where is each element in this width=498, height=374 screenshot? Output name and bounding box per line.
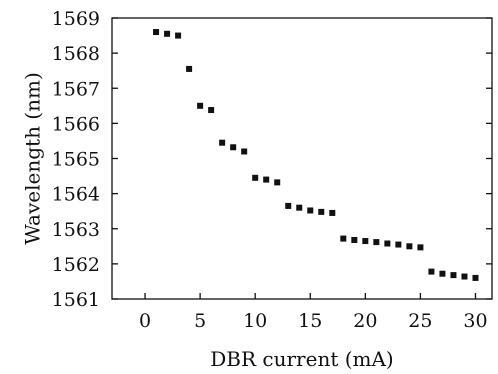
plot-frame bbox=[111, 17, 493, 300]
data-point bbox=[153, 29, 160, 36]
x-tick-label: 20 bbox=[353, 310, 377, 332]
data-point bbox=[329, 209, 336, 216]
y-tick-label: 1564 bbox=[52, 184, 100, 206]
data-point bbox=[296, 204, 303, 211]
x-tick-label: 10 bbox=[243, 310, 267, 332]
y-tick-label: 1568 bbox=[52, 43, 100, 65]
y-tick-label: 1567 bbox=[52, 78, 100, 100]
data-point bbox=[406, 243, 413, 250]
data-point bbox=[241, 148, 248, 155]
data-point bbox=[395, 241, 402, 248]
data-point bbox=[230, 144, 237, 151]
data-point bbox=[439, 270, 446, 277]
data-point bbox=[307, 207, 314, 214]
data-point bbox=[450, 272, 457, 279]
data-point bbox=[274, 179, 281, 186]
data-point bbox=[417, 244, 424, 251]
y-tick-label: 1566 bbox=[52, 113, 100, 135]
data-point bbox=[219, 139, 226, 146]
y-tick-label: 1563 bbox=[52, 219, 100, 241]
x-tick-label: 30 bbox=[463, 310, 487, 332]
data-point bbox=[461, 273, 468, 280]
data-points bbox=[153, 29, 479, 281]
x-tick-label: 0 bbox=[139, 310, 151, 332]
y-tick-label: 1562 bbox=[52, 254, 100, 276]
x-axis-ticks: 0 5 10 15 20 25 30 bbox=[139, 293, 488, 332]
y-tick-label: 1561 bbox=[52, 289, 100, 311]
data-point bbox=[164, 30, 171, 37]
data-point bbox=[186, 65, 193, 72]
x-tick-label: 25 bbox=[408, 310, 432, 332]
data-point bbox=[175, 32, 182, 39]
data-point bbox=[373, 239, 380, 246]
data-point bbox=[252, 174, 259, 181]
y-axis-title: Wavelength (nm) bbox=[21, 72, 45, 245]
data-point bbox=[197, 102, 204, 109]
y-axis-ticks: 1561 1562 1563 1564 1565 1566 1567 1568 1569 bbox=[52, 8, 492, 311]
x-tick-label: 15 bbox=[298, 310, 322, 332]
y-tick-label: 1569 bbox=[52, 8, 100, 30]
y-tick-label: 1565 bbox=[52, 149, 100, 171]
data-point bbox=[472, 274, 479, 281]
data-point bbox=[208, 107, 215, 114]
data-point bbox=[384, 240, 391, 247]
data-point bbox=[285, 202, 292, 209]
data-point bbox=[362, 238, 369, 245]
data-point bbox=[428, 268, 435, 275]
data-point bbox=[263, 176, 270, 183]
data-point bbox=[318, 208, 325, 215]
plot-border bbox=[111, 17, 493, 300]
x-tick-label: 5 bbox=[194, 310, 206, 332]
x-axis-title: DBR current (mA) bbox=[210, 347, 393, 371]
data-point bbox=[340, 235, 347, 242]
data-point bbox=[351, 236, 358, 243]
